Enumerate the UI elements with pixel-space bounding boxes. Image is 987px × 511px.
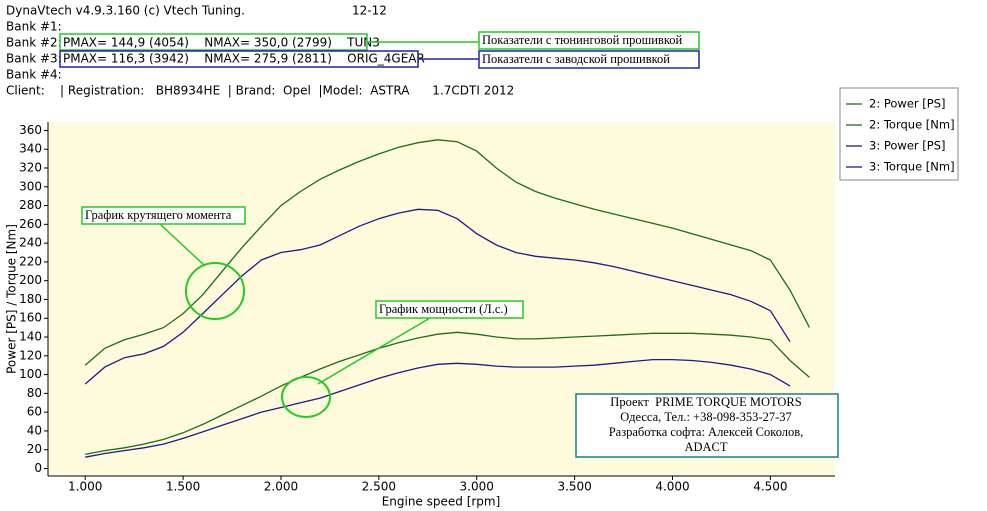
y-tick-label: 60 [27,405,42,419]
info-line: Одесса, Тел.: +38-098-353-27-37 [620,410,792,424]
bank-label: Bank #2: [6,36,62,50]
info-line: ADACT [684,440,727,454]
y-tick-label: 200 [19,273,42,287]
connector [317,317,431,385]
y-tick-label: 40 [27,423,42,437]
highlight-ellipse [281,376,331,418]
x-tick-label: 4.500 [753,480,787,494]
info-line: Разработка софта: Алексей Соколов, [609,425,804,439]
legend-label: 2: Power [PS] [869,97,945,111]
date: 12-12 [352,4,387,18]
y-tick-label: 260 [19,217,42,231]
highlight-ellipse [185,262,245,320]
y-tick-label: 220 [19,254,42,268]
y-tick-label: 180 [19,292,42,306]
series-line [85,358,791,458]
y-tick-label: 340 [19,142,42,156]
y-axis-label: Power [PS] / Torque [Nm] [5,224,19,374]
bank-info: PMAX= 144,9 (4054) NMAX= 350,0 (2799) TU… [63,36,380,50]
bank-label: Bank #4: [6,68,62,82]
x-axis-label: Engine speed [rpm] [382,495,501,509]
annotation: График мощности (Л.с.) [379,302,508,316]
x-tick-label: 2.500 [362,480,396,494]
annotation-box [478,50,700,69]
y-tick-label: 160 [19,311,42,325]
legend [839,87,959,181]
annotation-box [375,300,524,319]
client-info: Client: | Registration: BH8934HE | Brand… [6,84,514,98]
app-title: DynaVtech v4.9.3.160 (c) Vtech Tuning. [6,4,245,18]
annotation-box [478,31,700,50]
y-tick-label: 360 [19,123,42,137]
x-tick-label: 2.000 [264,480,298,494]
y-tick-label: 80 [27,386,42,400]
series-line [84,139,811,366]
bank-label: Bank #1: [6,20,62,34]
x-tick-label: 4.000 [655,480,689,494]
legend-label: 3: Power [PS] [869,139,945,153]
y-tick-label: 0 [34,461,42,475]
series-line [85,331,810,456]
info-box [575,393,839,458]
y-tick-label: 20 [27,442,42,456]
legend-label: 3: Torque [Nm] [869,160,955,174]
y-tick-label: 280 [19,198,42,212]
bank-label: Bank #3: [6,52,62,66]
y-tick-label: 300 [19,179,42,193]
x-tick-label: 3.500 [557,480,591,494]
x-tick-label: 1.500 [166,480,200,494]
annotation: График крутящего момента [85,208,232,222]
x-tick-label: 1.000 [68,480,102,494]
bank-info: PMAX= 116,3 (3942) NMAX= 275,9 (2811) OR… [63,52,425,66]
info-line: Проект PRIME TORQUE MOTORS [610,395,801,409]
y-tick-label: 320 [19,161,42,175]
y-tick-label: 140 [19,330,42,344]
y-tick-label: 240 [19,236,42,250]
legend-label: 2: Torque [Nm] [869,118,955,132]
connector [159,223,206,267]
annotation: Показатели с тюнинговой прошивкой [482,33,683,47]
annotation-box [81,206,246,225]
y-tick-label: 120 [19,348,42,362]
y-tick-label: 100 [19,367,42,381]
series-line [84,208,791,385]
x-tick-label: 3.000 [460,480,494,494]
annotation: Показатели с заводской прошивкой [482,52,670,66]
